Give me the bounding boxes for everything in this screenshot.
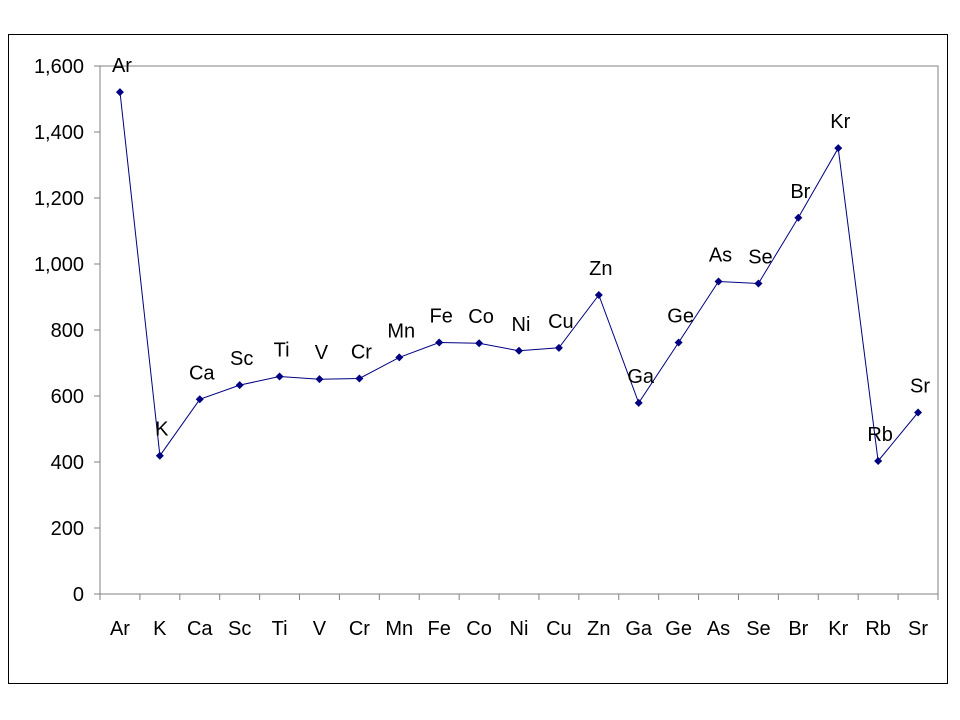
data-label: Sr — [910, 376, 930, 398]
x-tick-label: As — [707, 618, 730, 640]
data-point-marker — [195, 395, 204, 404]
x-tick-label: V — [313, 618, 327, 640]
y-tick-label: 1,400 — [34, 122, 84, 144]
x-tick-label: Ti — [272, 618, 288, 640]
data-point-marker — [754, 279, 763, 288]
y-tick-label: 1,200 — [34, 188, 84, 210]
data-labels-layer: Ar K Ca Sc Ti V Cr Mn Fe Co Ni Cu Zn Ga Ge As Se Br Kr Rb Sr — [112, 55, 930, 446]
data-label: Zn — [589, 258, 612, 280]
x-tick-label: Mn — [385, 618, 413, 640]
x-tick-label: Ni — [510, 618, 529, 640]
x-tick-label: Ca — [187, 618, 213, 640]
data-label: Ar — [112, 55, 132, 77]
data-point-marker — [554, 343, 563, 352]
x-tick-label: Ar — [110, 618, 130, 640]
data-label: Ca — [189, 362, 215, 384]
x-tick-label: Cu — [546, 618, 572, 640]
y-tick-label: 1,600 — [34, 56, 84, 78]
data-label: Cu — [548, 311, 574, 333]
data-point-marker — [714, 277, 723, 286]
data-label: K — [155, 419, 169, 441]
data-point-marker — [834, 144, 843, 153]
data-label: Rb — [867, 424, 893, 446]
y-tick-label: 600 — [51, 386, 84, 408]
data-point-marker — [634, 398, 643, 407]
data-point-marker — [235, 381, 244, 390]
data-point-marker — [594, 291, 603, 300]
data-label: Sc — [230, 348, 253, 370]
x-tick-label: Cr — [349, 618, 370, 640]
data-label: Ga — [627, 366, 655, 388]
data-label: Ti — [274, 340, 290, 362]
x-tick-label: Co — [466, 618, 492, 640]
data-point-marker — [355, 374, 364, 383]
data-point-marker — [115, 88, 124, 97]
data-label: Fe — [430, 306, 453, 328]
data-label: Mn — [387, 320, 415, 342]
y-tick-label: 200 — [51, 518, 84, 540]
axes: 0 200 400 600 800 1,000 1,200 1,400 1,600 Ar K Ca Sc… — [34, 56, 939, 640]
data-label: Cr — [351, 342, 372, 364]
y-tick-label: 0 — [73, 584, 84, 606]
x-tick-label: Se — [746, 618, 770, 640]
data-point-marker — [475, 339, 484, 348]
x-tick-label: Rb — [865, 618, 891, 640]
data-label: As — [709, 244, 732, 266]
y-tick-label: 1,000 — [34, 254, 84, 276]
series-layer — [115, 88, 923, 466]
data-point-marker — [794, 213, 803, 222]
data-point-marker — [874, 457, 883, 466]
x-tick-label: Br — [788, 618, 808, 640]
data-point-marker — [435, 338, 444, 347]
data-point-marker — [315, 375, 324, 384]
x-tick-label: K — [153, 618, 167, 640]
data-label: Ni — [512, 314, 531, 336]
x-tick-label: Sr — [908, 618, 928, 640]
data-point-marker — [914, 408, 923, 417]
data-point-marker — [395, 353, 404, 362]
y-tick-label: 800 — [51, 320, 84, 342]
data-label: Se — [748, 246, 772, 268]
x-tick-label: Ga — [625, 618, 653, 640]
data-label: Co — [468, 306, 494, 328]
data-label: Br — [790, 181, 810, 203]
data-point-marker — [155, 451, 164, 460]
x-tick-label: Sc — [228, 618, 251, 640]
x-tick-label: Fe — [428, 618, 451, 640]
x-tick-label: Kr — [828, 618, 848, 640]
data-point-marker — [515, 346, 523, 355]
data-label: V — [315, 342, 329, 364]
data-point-marker — [275, 372, 284, 381]
y-tick-label: 400 — [51, 452, 84, 474]
data-label: Kr — [830, 111, 850, 133]
data-point-marker — [674, 338, 683, 347]
plot-area — [99, 65, 939, 595]
x-tick-label: Zn — [587, 618, 610, 640]
x-tick-label: Ge — [665, 618, 692, 640]
data-label: Ge — [667, 306, 694, 328]
